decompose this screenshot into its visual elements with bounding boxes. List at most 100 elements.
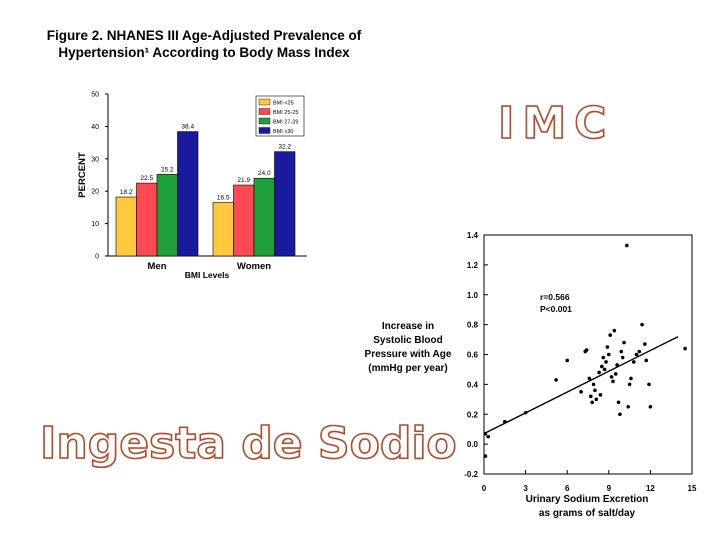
bar-value-label: 18.2 xyxy=(120,189,133,196)
scatter-point xyxy=(593,388,597,393)
scatter-y-tick-label: 0.4 xyxy=(467,380,479,389)
imc-heading: IMC xyxy=(497,97,615,150)
scatter-y-tick-label: 1.2 xyxy=(467,261,479,270)
scatter-point xyxy=(597,370,601,375)
scatter-point xyxy=(483,454,488,458)
bar-y-tick-label: 0 xyxy=(95,254,99,261)
scatter-point xyxy=(591,382,596,387)
figure-title-line-2: Hypertension¹ According to Body Mass Ind… xyxy=(58,45,350,60)
scatter-plot-frame xyxy=(483,234,693,475)
bar-y-tick-label: 50 xyxy=(91,92,99,99)
scatter-y-tick-label: 0.0 xyxy=(467,440,479,449)
scatter-point xyxy=(594,397,599,402)
scatter-annotation: P<0.001 xyxy=(540,304,572,314)
scatter-x-axis-label: Urinary Sodium Excretion xyxy=(526,494,649,505)
scatter-y-axis-label: (mmHg per year) xyxy=(368,363,447,374)
scatter-x-tick-label: 6 xyxy=(565,484,570,493)
scatter-y-tick-label: 1.4 xyxy=(467,231,479,240)
scatter-point xyxy=(554,378,558,382)
scatter-point xyxy=(590,400,594,405)
scatter-y-axis-label: Pressure with Age xyxy=(365,349,452,360)
scatter-point xyxy=(608,333,612,337)
figure-title-line-1: Figure 2. NHANES III Age-Adjusted Preval… xyxy=(46,28,362,43)
bar-x-axis-label: BMI Levels xyxy=(185,270,230,280)
scatter-y-tick-label: 0.8 xyxy=(467,321,479,330)
scatter-y-tick-label: 0.2 xyxy=(467,410,479,419)
bar-value-label: 22.5 xyxy=(140,175,153,182)
scatter-point xyxy=(584,348,589,352)
bar-y-tick-label: 10 xyxy=(91,221,99,228)
scatter-point xyxy=(588,394,593,399)
bar xyxy=(177,131,199,257)
scatter-y-tick-label: 0.6 xyxy=(467,351,479,360)
scatter-annotation: r=0.566 xyxy=(540,292,570,302)
scatter-point xyxy=(503,419,507,424)
bar-value-label: 38.4 xyxy=(181,124,194,131)
scatter-point xyxy=(629,376,633,381)
scatter-point xyxy=(615,363,619,367)
bar xyxy=(274,151,296,257)
scatter-point xyxy=(587,376,592,381)
scatter-point xyxy=(644,358,649,363)
bar-category-label: Women xyxy=(237,261,271,272)
bar-y-tick-label: 30 xyxy=(91,156,99,163)
legend-label: BMI <25 xyxy=(273,101,294,107)
scatter-point xyxy=(601,355,606,360)
scatter-point xyxy=(637,349,642,354)
scatter-x-tick-label: 0 xyxy=(482,484,487,493)
scatter-point xyxy=(619,349,624,354)
scatter-point xyxy=(683,346,687,351)
scatter-x-tick-label: 15 xyxy=(688,484,697,493)
legend-label: BMI 25-25 xyxy=(273,110,298,116)
scatter-point xyxy=(648,404,653,409)
bar-value-label: 21.9 xyxy=(237,177,250,184)
bar-value-label: 24.0 xyxy=(258,170,271,177)
scatter-y-axis-label: Systolic Blood xyxy=(373,335,442,346)
bar-value-label: 16.5 xyxy=(217,195,230,202)
scatter-x-axis-label: as grams of salt/day xyxy=(539,508,636,519)
scatter-y-tick-label: 1.0 xyxy=(467,291,479,300)
scatter-point xyxy=(627,382,632,387)
scatter-point xyxy=(607,352,611,357)
scatter-x-tick-label: 12 xyxy=(646,484,655,493)
scatter-point xyxy=(616,400,621,405)
legend-swatch xyxy=(258,127,271,134)
bar-y-tick-label: 20 xyxy=(91,189,99,196)
scatter-y-axis-label: Increase in xyxy=(382,321,434,332)
scatter-point xyxy=(640,322,644,327)
scatter-point xyxy=(598,393,603,397)
bar-value-label: 32.2 xyxy=(278,144,291,151)
scatter-point xyxy=(626,404,631,409)
legend-swatch xyxy=(258,108,271,115)
bar-y-tick-label: 40 xyxy=(91,124,99,131)
legend-swatch xyxy=(258,117,271,125)
scatter-point xyxy=(612,328,617,333)
scatter-point xyxy=(625,243,629,248)
scatter-y-tick-label: -0.2 xyxy=(464,470,478,479)
figure-title: Figure 2. NHANES III Age-Adjusted Preval… xyxy=(34,27,374,61)
scatter-point xyxy=(613,372,618,376)
sodium-intake-heading: Ingesta de Sodio xyxy=(39,417,457,470)
scatter-point xyxy=(634,352,639,357)
legend-label: BMI ≥30 xyxy=(273,129,293,135)
scatter-point xyxy=(643,342,647,346)
bar-y-axis-label: PERCENT xyxy=(77,152,88,198)
scatter-point xyxy=(483,431,488,436)
legend-swatch xyxy=(258,98,271,106)
scatter-point xyxy=(600,364,604,369)
scatter-trend-line xyxy=(483,335,679,435)
scatter-point xyxy=(602,367,607,372)
scatter-x-tick-label: 9 xyxy=(607,484,612,493)
bar-category-label: Men xyxy=(148,261,167,272)
scatter-point xyxy=(604,360,608,364)
scatter-x-tick-label: 3 xyxy=(523,484,528,493)
scatter-point xyxy=(611,379,615,384)
bar-value-label: 25.2 xyxy=(161,166,174,173)
legend-label: BMI 27-29 xyxy=(273,120,298,126)
scatter-point xyxy=(618,412,622,417)
scatter-point xyxy=(605,345,610,349)
scatter-point xyxy=(631,360,636,364)
scatter-point xyxy=(486,434,490,439)
scatter-point xyxy=(647,382,651,387)
